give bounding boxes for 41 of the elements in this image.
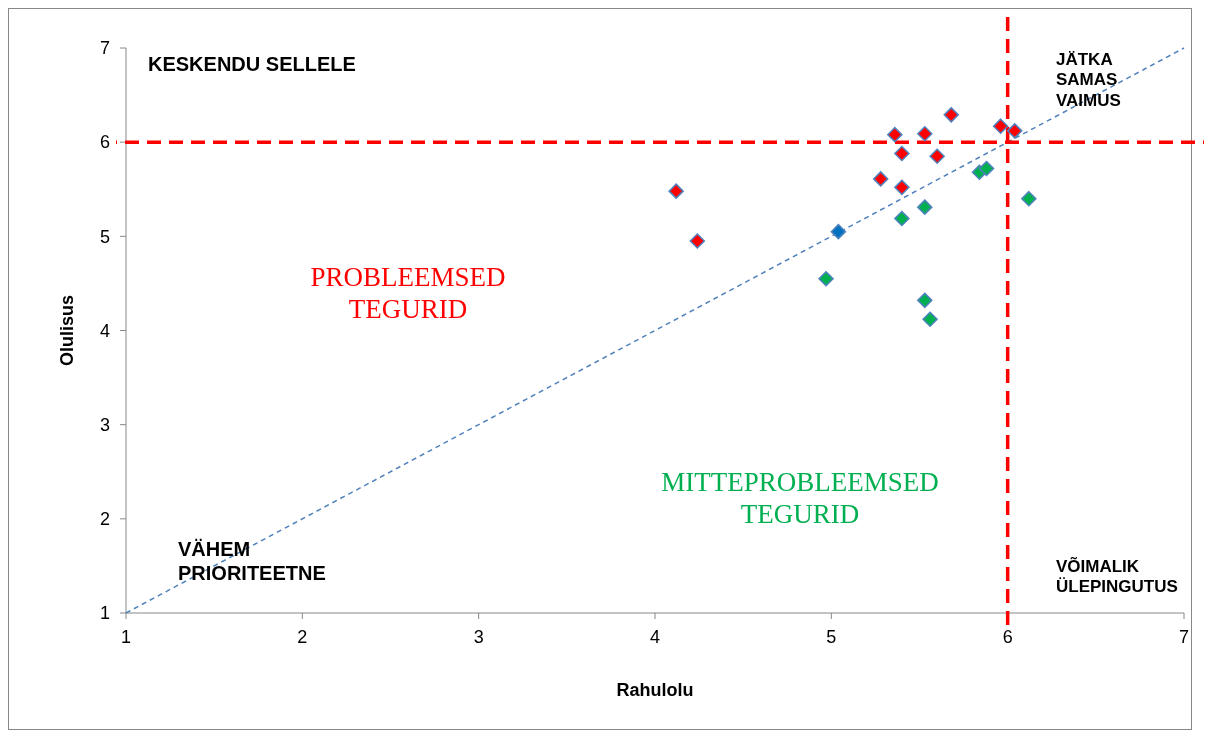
point [830, 223, 847, 240]
annotation: JÄTKA SAMAS VAIMUS [1056, 50, 1121, 110]
y-tick-label: 2 [99, 509, 110, 530]
point [872, 171, 889, 187]
x-tick-label: 5 [826, 627, 837, 647]
point [929, 148, 945, 165]
annotation: KESKENDU SELLELE [148, 53, 356, 75]
x-tick-label: 6 [1002, 627, 1013, 647]
x-tick-label: 2 [297, 627, 308, 647]
point [917, 199, 933, 215]
x-tick-label: 3 [473, 627, 484, 647]
y-tick-label: 4 [99, 320, 110, 341]
annotation: MITTEPROBLEEMSED TEGURID [661, 467, 939, 530]
y-tick-label: 3 [99, 414, 110, 435]
point [917, 292, 933, 309]
x-axis-title: Rahulolu [616, 680, 694, 700]
y-tick-label: 7 [99, 38, 110, 59]
y-tick-label: 5 [99, 226, 110, 247]
point [894, 145, 910, 162]
point [1021, 190, 1037, 207]
point [689, 233, 706, 249]
annotation: VÄHEM PRIORITEETNE [178, 538, 326, 584]
y-tick-label: 1 [99, 603, 110, 624]
point [818, 270, 834, 287]
point [943, 107, 959, 123]
point [668, 183, 684, 199]
point [887, 126, 903, 143]
point [894, 179, 910, 196]
point [1006, 123, 1023, 139]
point [992, 118, 1009, 134]
y-tick-label: 6 [99, 132, 110, 153]
point [978, 160, 995, 177]
annotation: PROBLEEMSED TEGURID [310, 262, 506, 325]
point [917, 125, 933, 142]
point [922, 311, 938, 327]
y-axis-title: Olulisus [57, 294, 77, 367]
x-tick-label: 7 [1178, 627, 1190, 647]
x-tick-label: 4 [649, 627, 661, 647]
point [894, 210, 910, 227]
x-tick-label: 1 [120, 627, 132, 647]
annotation: VÕIMALIK ÜLEPINGUTUS [1056, 556, 1178, 597]
